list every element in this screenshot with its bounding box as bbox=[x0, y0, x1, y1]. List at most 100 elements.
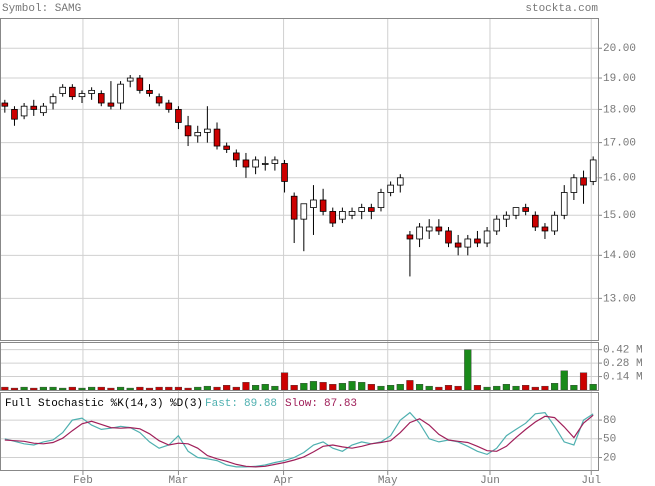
volume-bar bbox=[194, 386, 202, 391]
candle-body bbox=[69, 86, 76, 98]
candle-body bbox=[252, 159, 259, 168]
candle-body bbox=[319, 199, 327, 212]
y-tick-label: 19.00 bbox=[603, 73, 636, 85]
candle-body bbox=[541, 226, 549, 232]
candle-body bbox=[78, 93, 86, 98]
legend-name: Fast: bbox=[205, 398, 238, 410]
volume-bar bbox=[165, 386, 173, 391]
volume-bar bbox=[338, 383, 346, 391]
volume-bar bbox=[271, 385, 279, 391]
candle-body bbox=[204, 128, 211, 133]
volume-bar bbox=[512, 385, 520, 391]
candle-body bbox=[474, 238, 481, 244]
candle-body bbox=[464, 238, 472, 248]
volume-bar bbox=[290, 385, 298, 391]
candle-body bbox=[97, 93, 105, 104]
volume-bar bbox=[406, 380, 414, 391]
candle-body bbox=[503, 214, 510, 220]
legend-name: Slow: bbox=[285, 398, 318, 410]
volume-bar bbox=[464, 349, 472, 391]
candle-body bbox=[512, 207, 520, 216]
candle-body bbox=[329, 211, 337, 224]
candle-body bbox=[1, 102, 9, 107]
volume-bar bbox=[30, 387, 38, 391]
volume-bar bbox=[223, 385, 231, 391]
candle-body bbox=[435, 226, 443, 232]
y-tick-label: 15.00 bbox=[603, 210, 636, 222]
volume-bar bbox=[454, 385, 462, 391]
source: stockta.com bbox=[525, 3, 598, 15]
candle-body bbox=[445, 230, 452, 244]
grid-layer bbox=[0, 18, 598, 470]
candle-body bbox=[358, 207, 365, 212]
mark-layer bbox=[1, 74, 597, 468]
candle-body bbox=[271, 159, 279, 164]
legend-value: 87.83 bbox=[324, 398, 357, 410]
candle-body bbox=[126, 77, 134, 82]
volume-bar bbox=[10, 387, 19, 391]
volume-bar bbox=[367, 384, 375, 391]
volume-bar bbox=[570, 385, 578, 391]
stochastic-line bbox=[4, 414, 594, 468]
candle-body bbox=[175, 109, 182, 123]
candle-body bbox=[348, 211, 356, 216]
volume-bar bbox=[232, 386, 240, 391]
volume-panel bbox=[0, 342, 599, 391]
candle-body bbox=[310, 199, 317, 208]
candle-body bbox=[589, 159, 597, 182]
volume-bar bbox=[348, 381, 356, 391]
y-tick-label: 0.28 M bbox=[603, 358, 643, 370]
candle-body bbox=[242, 159, 250, 168]
candle-body bbox=[49, 96, 57, 104]
candle-body bbox=[40, 105, 47, 114]
volume-bar bbox=[502, 384, 510, 391]
candle-body bbox=[560, 192, 568, 216]
candle-body bbox=[454, 242, 462, 248]
candle-body bbox=[339, 211, 346, 220]
price-panel bbox=[0, 18, 599, 341]
volume-bar bbox=[97, 386, 105, 391]
y-tick-label: 16.00 bbox=[603, 173, 636, 185]
volume-bar bbox=[425, 385, 433, 391]
volume-bar bbox=[560, 370, 568, 391]
x-tick-label: Feb bbox=[73, 475, 93, 486]
volume-bar bbox=[473, 385, 482, 391]
volume-bar bbox=[242, 382, 250, 391]
candle-body bbox=[107, 102, 115, 107]
candle-body bbox=[425, 226, 433, 232]
volume-bar bbox=[203, 385, 211, 391]
y-tick-label: 0.14 M bbox=[603, 371, 643, 383]
candle-body bbox=[290, 195, 298, 220]
volume-bar bbox=[136, 386, 144, 391]
volume-bar bbox=[579, 372, 588, 391]
candle-body bbox=[551, 214, 558, 232]
volume-bar bbox=[126, 387, 134, 391]
volume-bar bbox=[387, 385, 395, 391]
x-tick-label: Mar bbox=[169, 475, 189, 486]
candle-body bbox=[184, 125, 192, 137]
volume-bar bbox=[20, 386, 28, 391]
volume-bar bbox=[493, 385, 501, 391]
volume-bar bbox=[483, 386, 491, 391]
volume-bar bbox=[261, 384, 269, 391]
candle-body bbox=[377, 192, 385, 208]
volume-bar bbox=[522, 385, 530, 391]
y-tick-label: 0.42 M bbox=[603, 345, 643, 357]
candle-body bbox=[30, 105, 38, 110]
stochastic-line bbox=[4, 411, 594, 468]
candle-body bbox=[416, 226, 423, 240]
candle-body bbox=[406, 234, 414, 240]
candle-body bbox=[387, 184, 394, 193]
candle-body bbox=[59, 86, 66, 94]
volume-bar bbox=[551, 383, 559, 391]
y-tick-label: 50 bbox=[603, 434, 616, 446]
volume-bar bbox=[589, 384, 597, 391]
candle-body bbox=[155, 96, 163, 104]
y-tick-label: 14.00 bbox=[603, 250, 636, 262]
candle-body bbox=[117, 83, 124, 104]
volume-bar bbox=[435, 386, 443, 391]
volume-bar bbox=[145, 387, 154, 391]
candle-body bbox=[194, 132, 202, 137]
